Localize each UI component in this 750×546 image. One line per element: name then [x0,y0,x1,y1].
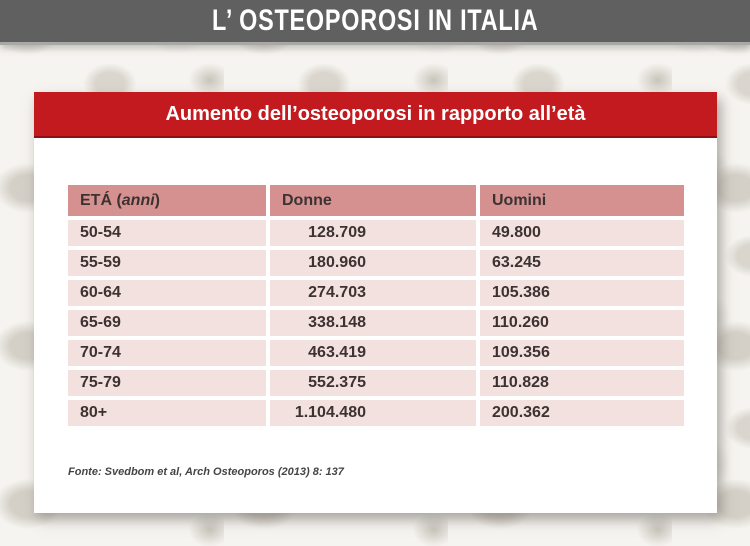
men-value: 110.260 [480,310,684,336]
age-header-unit: anni [121,191,155,209]
men-value: 63.245 [480,250,684,276]
men-value: 49.800 [480,220,684,246]
women-value: 274.703 [270,280,476,306]
women-value: 338.148 [270,310,476,336]
age-range: 65-69 [68,310,266,336]
table-row: 80+ 1.104.480 200.362 [68,400,684,426]
col-header-men: Uomini [480,185,684,216]
table-row: 75-79 552.375 110.828 [68,370,684,396]
men-value: 110.828 [480,370,684,396]
age-header-suffix: ) [154,191,160,209]
table-header-row: ETÁ (anni) Donne Uomini [68,185,684,216]
age-header-prefix: ETÁ ( [80,191,122,209]
women-value: 463.419 [270,340,476,366]
title-bar: L’ OSTEOPOROSI IN ITALIA [0,0,750,45]
table-row: 55-59 180.960 63.245 [68,250,684,276]
women-value: 180.960 [270,250,476,276]
table-row: 60-64 274.703 105.386 [68,280,684,306]
age-range: 75-79 [68,370,266,396]
table-row: 70-74 463.419 109.356 [68,340,684,366]
col-header-women: Donne [270,185,476,216]
age-table: ETÁ (anni) Donne Uomini 50-54 128.709 49… [64,181,688,430]
women-value: 1.104.480 [270,400,476,426]
table-row: 50-54 128.709 49.800 [68,220,684,246]
content-card: Aumento dell’osteoporosi in rapporto all… [34,92,717,513]
women-value: 552.375 [270,370,476,396]
subtitle-banner: Aumento dell’osteoporosi in rapporto all… [34,92,717,138]
age-range: 60-64 [68,280,266,306]
women-value: 128.709 [270,220,476,246]
men-value: 105.386 [480,280,684,306]
age-range: 55-59 [68,250,266,276]
subtitle-text: Aumento dell’osteoporosi in rapporto all… [165,102,586,125]
col-header-age: ETÁ (anni) [68,185,266,216]
slide-title: L’ OSTEOPOROSI IN ITALIA [211,4,539,37]
men-value: 109.356 [480,340,684,366]
age-range: 70-74 [68,340,266,366]
men-value: 200.362 [480,400,684,426]
age-range: 50-54 [68,220,266,246]
table-row: 65-69 338.148 110.260 [68,310,684,336]
source-citation: Fonte: Svedbom et al, Arch Osteoporos (2… [68,466,344,478]
age-range: 80+ [68,400,266,426]
